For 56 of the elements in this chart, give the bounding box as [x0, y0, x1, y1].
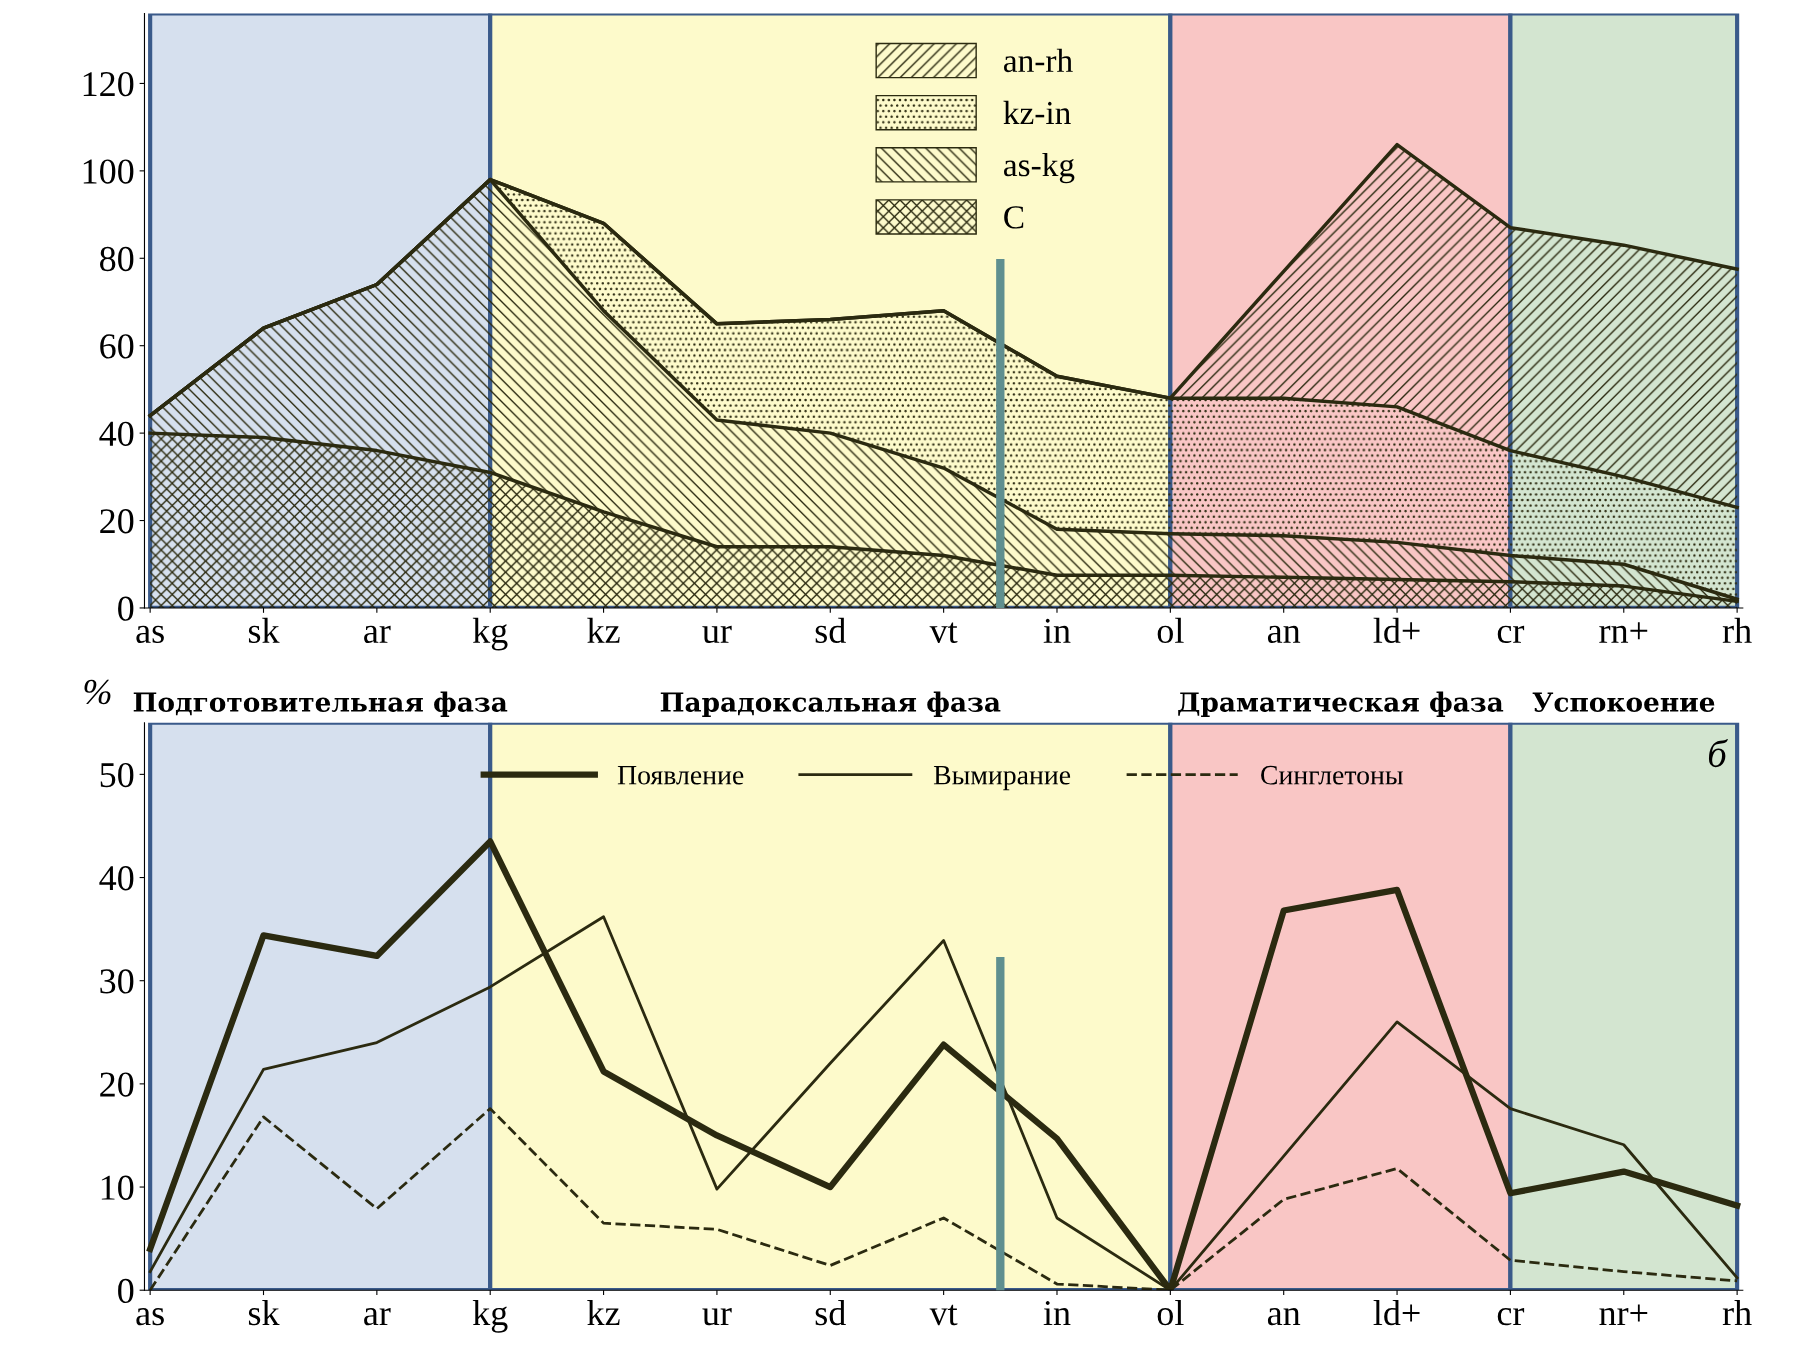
x-tick-label: cr	[1497, 1307, 1525, 1326]
x-tick-label: kz	[587, 617, 620, 643]
x-tick-label: rn+	[1599, 622, 1648, 643]
x-tick-label: ur	[702, 625, 732, 644]
y-tick-label: 20	[100, 1072, 134, 1097]
x-tick-label: nr+	[1599, 1304, 1648, 1325]
band-label: Драматическая фаза	[1178, 691, 1504, 718]
x-tick-label: sd	[815, 617, 846, 644]
y-tick-label: 50	[100, 762, 134, 788]
x-tick-label: ol	[1157, 1299, 1184, 1326]
x-tick-label: ar	[364, 1307, 391, 1326]
x-tick-label: sk	[248, 617, 280, 644]
y-tick-label: 0	[118, 596, 134, 621]
y-tick-label: 20	[100, 509, 134, 534]
x-tick-label: kz	[587, 1299, 620, 1325]
x-tick-label: in	[1043, 1301, 1071, 1325]
x-tick-label: an	[1267, 1307, 1301, 1326]
x-tick-label: vt	[929, 1304, 958, 1326]
legend-label: Вымирание	[933, 766, 1071, 791]
x-tick-label: rh	[1722, 1299, 1752, 1325]
x-tick-label: in	[1043, 618, 1071, 643]
x-tick-label: rh	[1722, 617, 1752, 643]
legend-label: kz-in	[1003, 100, 1071, 124]
legend-label: C	[1004, 206, 1024, 229]
x-tick-label: vt	[929, 622, 958, 644]
x-tick-label: kg	[472, 617, 508, 651]
x-tick-label: ol	[1157, 617, 1184, 644]
x-tick-label: ur	[702, 1307, 732, 1326]
y-tick-label: 100	[83, 159, 134, 184]
y-axis-title: %	[84, 679, 111, 705]
y-tick-label: 0	[118, 1278, 134, 1304]
legend-label: an-rh	[1004, 48, 1073, 73]
band-label: Парадоксальная фаза	[660, 691, 1001, 718]
x-tick-label: ld+	[1373, 1299, 1420, 1326]
y-tick-label: 30	[100, 969, 134, 994]
x-tick-label: ar	[364, 625, 391, 644]
x-tick-label: kg	[472, 1299, 508, 1333]
x-tick-label: as	[136, 625, 164, 644]
x-tick-label: as	[136, 1307, 164, 1326]
x-tick-label: cr	[1497, 625, 1525, 644]
x-tick-label: sk	[248, 1299, 280, 1326]
x-tick-label: ld+	[1373, 617, 1420, 644]
band-label: Успокоение	[1532, 692, 1715, 712]
x-tick-label: sd	[815, 1299, 846, 1326]
annotation: б	[1708, 738, 1728, 768]
x-tick-label: an	[1267, 625, 1301, 644]
band-label: Подготовительная фаза	[133, 691, 508, 718]
y-tick-label: 40	[99, 421, 134, 446]
y-tick-label: 60	[100, 334, 134, 359]
legend-label: Синглетоны	[1261, 765, 1403, 785]
legend-label: Появление	[617, 766, 744, 785]
legend-label: as-kg	[1004, 152, 1075, 184]
y-tick-label: 120	[83, 71, 134, 97]
y-tick-label: 10	[101, 1175, 134, 1200]
y-tick-label: 80	[100, 246, 134, 272]
y-tick-label: 40	[99, 866, 134, 891]
